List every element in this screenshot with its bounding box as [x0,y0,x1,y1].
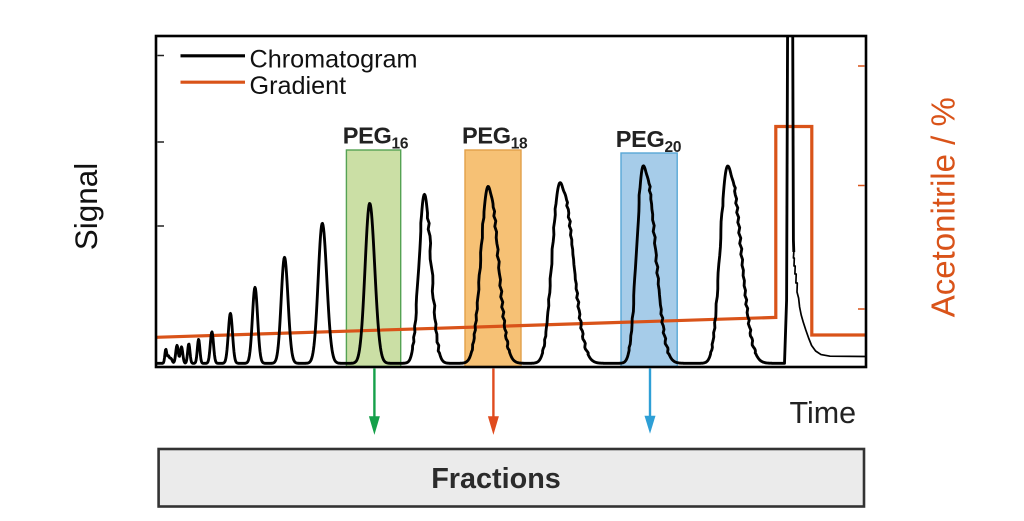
svg-text:Time: Time [790,396,857,430]
svg-text:Fractions: Fractions [431,463,561,495]
svg-text:PEG18: PEG18 [462,123,528,153]
svg-text:PEG16: PEG16 [343,123,409,153]
svg-text:Acetonitrile / %: Acetonitrile / % [925,97,962,317]
svg-text:PEG20: PEG20 [616,126,681,156]
svg-text:Gradient: Gradient [250,72,347,100]
svg-text:Signal: Signal [68,163,104,251]
svg-text:Chromatogram: Chromatogram [250,46,418,74]
